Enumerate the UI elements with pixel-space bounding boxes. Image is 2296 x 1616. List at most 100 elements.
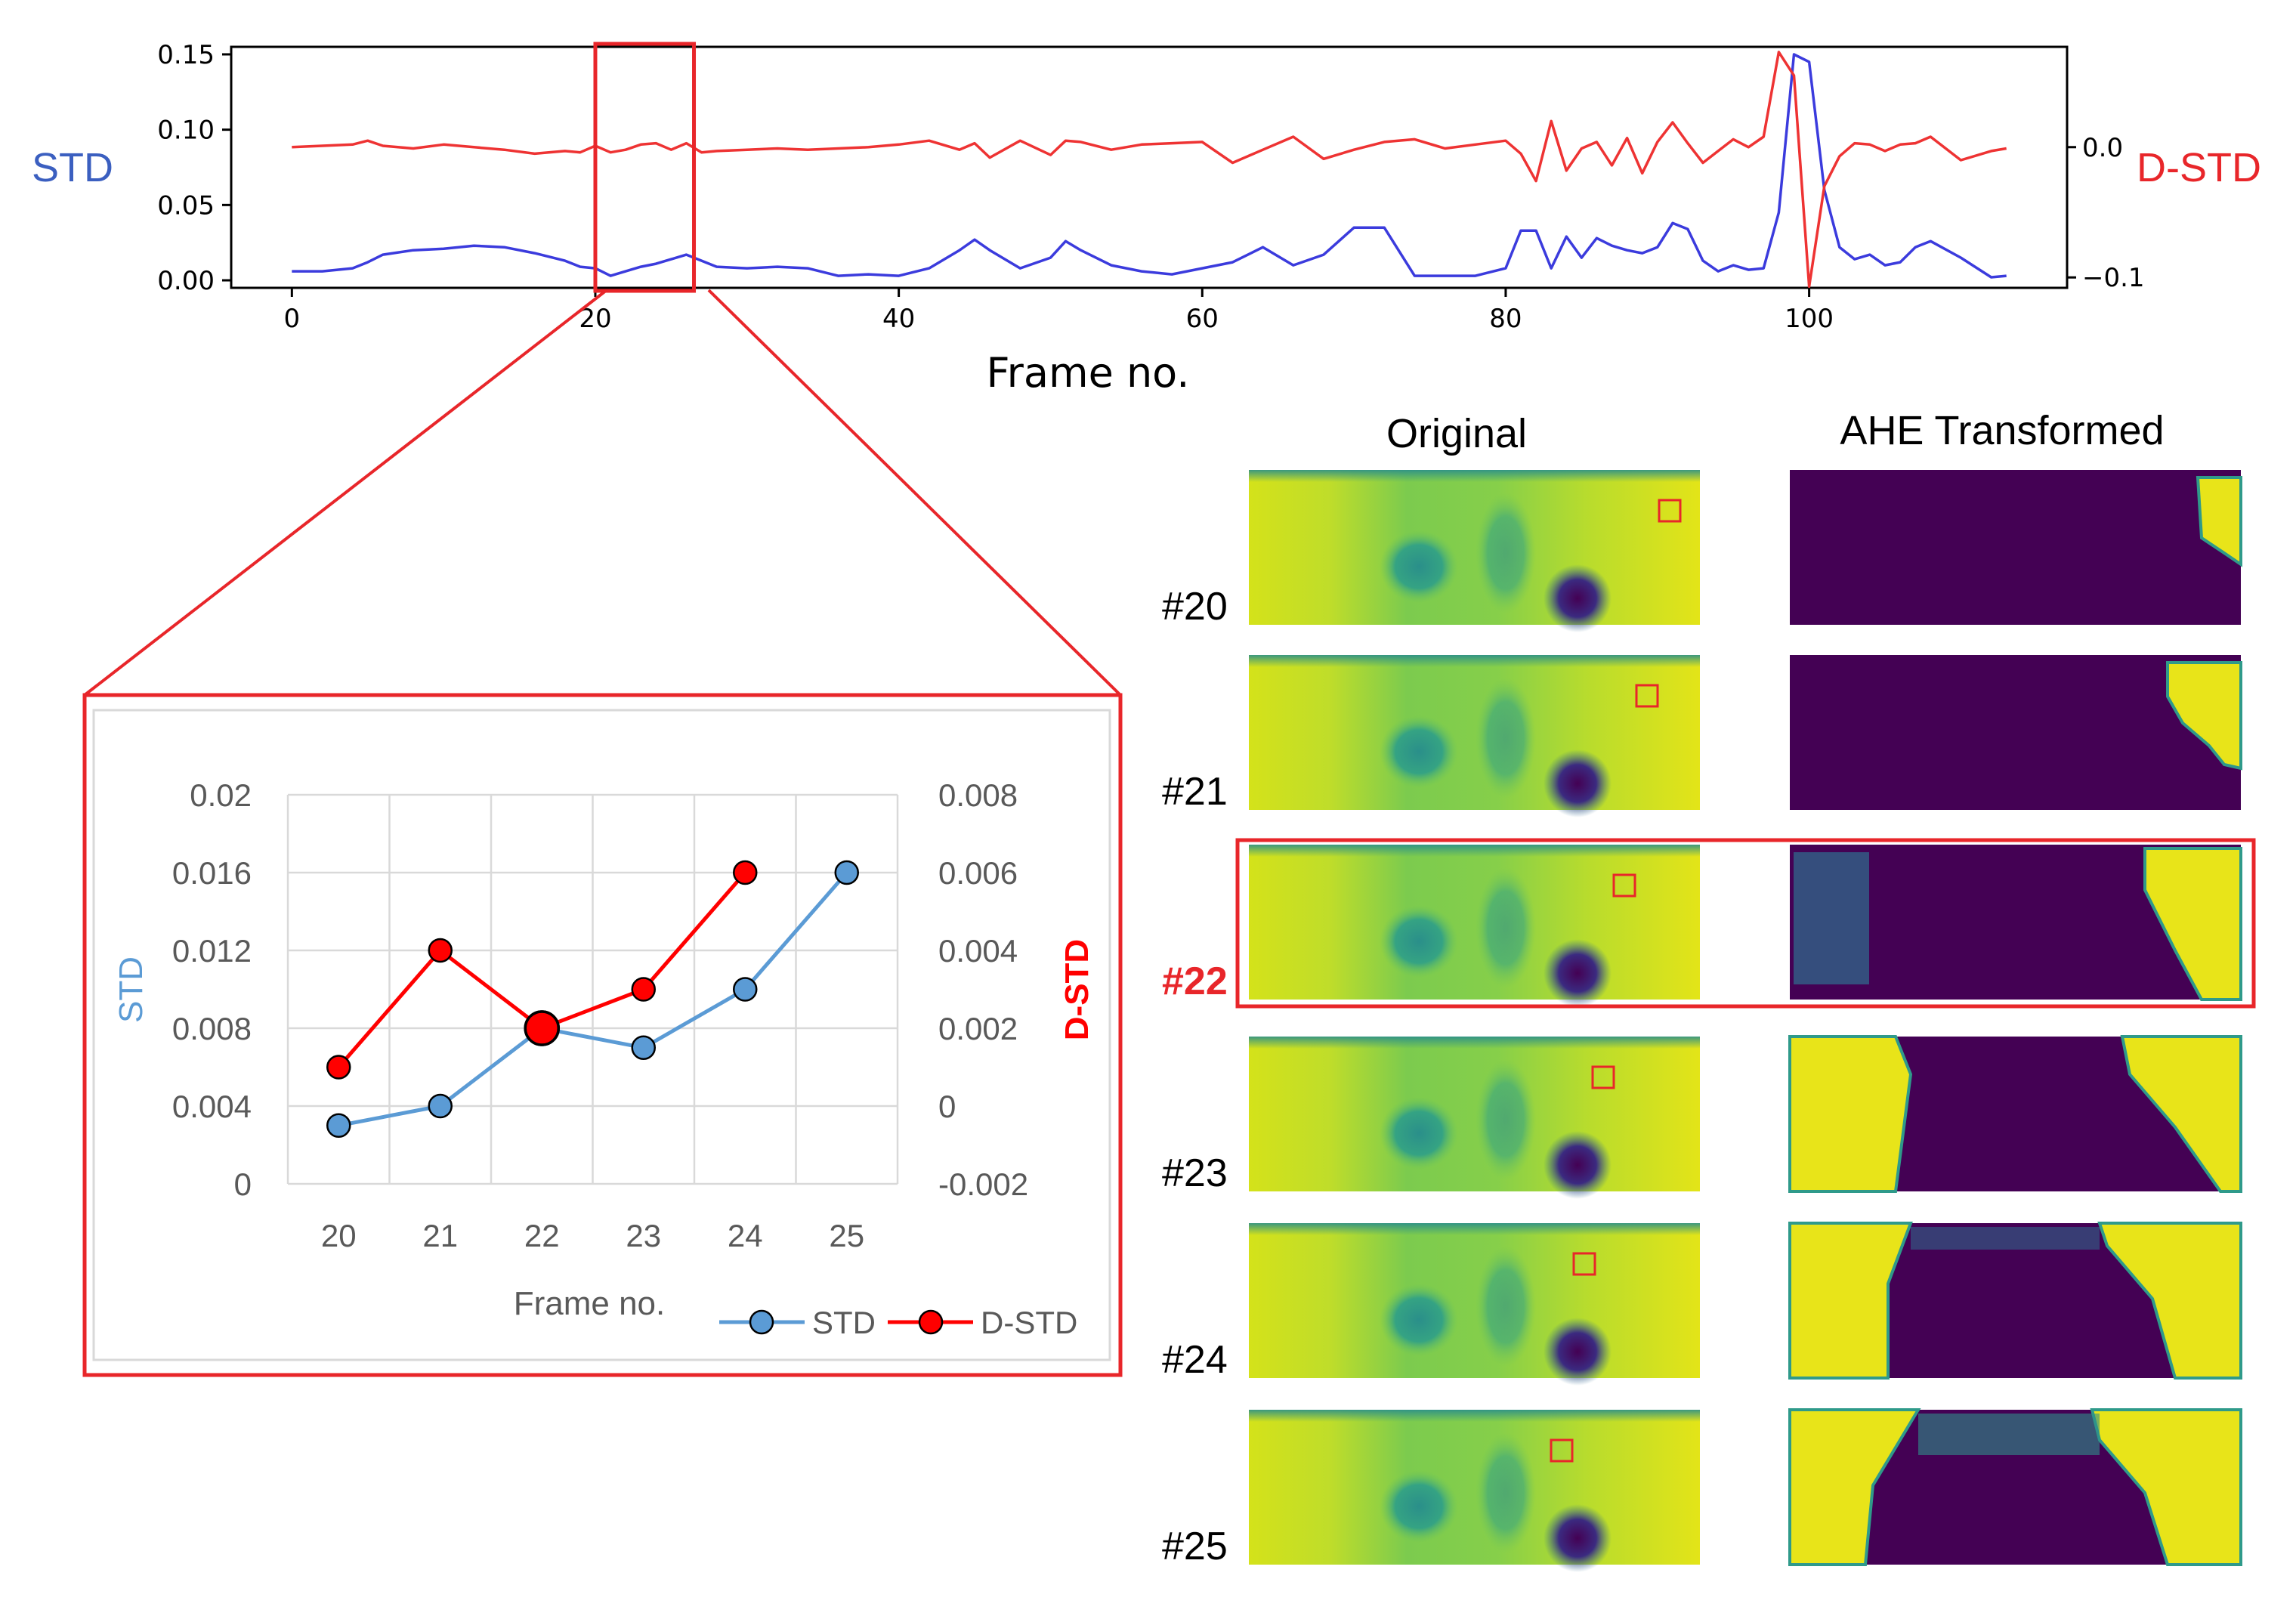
inset-chart-area — [92, 709, 1111, 1361]
ahe-bright-region — [2166, 661, 2242, 771]
original-blob-left — [1380, 1284, 1458, 1356]
frame-label: #21 — [1162, 770, 1228, 814]
inset-left-tick-label: 0.004 — [172, 1089, 252, 1124]
frame-row-23: #23 — [1162, 1035, 2242, 1199]
frame-22-highlight-box — [1235, 838, 2256, 1009]
original-blob-left — [1380, 715, 1458, 788]
inset-dstd-point-24 — [733, 860, 758, 885]
inset-std-point-20 — [326, 1113, 351, 1138]
roi-square — [1635, 684, 1659, 708]
inset-left-tick-label: 0.02 — [190, 777, 252, 813]
ahe-bright-region-right — [2120, 1035, 2242, 1193]
original-background — [1249, 1037, 1700, 1191]
ahe-bright-region-left — [1788, 1035, 1913, 1193]
ahe-background — [1790, 655, 2241, 810]
top-dstd-series-line — [292, 51, 2007, 289]
original-background — [1249, 655, 1700, 810]
frame-label: #24 — [1162, 1338, 1228, 1382]
legend-dstd-marker — [918, 1309, 944, 1335]
top-y-left-label: STD — [32, 145, 113, 190]
zoom-connector-right — [707, 289, 1122, 697]
original-image — [1249, 1223, 1700, 1386]
top-right-tick-label: 0.0 — [2082, 133, 2123, 163]
ahe-image — [1788, 1408, 2242, 1566]
inset-frame — [82, 693, 1123, 1377]
frame-row-22: #22 — [1162, 845, 2242, 1007]
legend-dstd-label: D-STD — [981, 1305, 1077, 1340]
inset-right-tick-label: -0.002 — [938, 1166, 1028, 1202]
top-plot-frame — [230, 45, 2069, 289]
inset-y-right-label: D-STD — [1058, 939, 1095, 1040]
original-blob-dark — [1544, 1504, 1612, 1572]
original-background — [1249, 1223, 1700, 1378]
top-x-axis: 0 20 40 60 80 100 — [284, 288, 1834, 334]
original-blob-left — [1380, 530, 1458, 603]
top-left-tick-label: 0.05 — [157, 190, 215, 221]
column-header-ahe: AHE Transformed — [1840, 408, 2164, 453]
inset-x-tick-label: 22 — [524, 1218, 560, 1253]
original-top-edge — [1249, 470, 1700, 482]
ahe-image — [1790, 655, 2242, 810]
original-background — [1249, 470, 1700, 625]
original-blob-dark — [1544, 1131, 1612, 1199]
top-x-tick-label: 60 — [1186, 304, 1219, 334]
ahe-bright-region-right — [2143, 847, 2242, 1001]
original-blob-mid — [1476, 678, 1536, 799]
inset-right-tick-label: 0 — [938, 1089, 956, 1124]
inset-x-tick-label: 24 — [728, 1218, 763, 1253]
inset-x-tick-label: 21 — [422, 1218, 458, 1253]
top-x-tick-label: 100 — [1785, 304, 1834, 334]
original-image — [1249, 470, 1700, 632]
inset-std-line — [338, 871, 848, 1128]
top-zoom-highlight — [593, 42, 697, 293]
top-x-tick-label: 40 — [882, 304, 915, 334]
inset-left-tick-label: 0.016 — [172, 855, 252, 891]
original-top-edge — [1249, 1410, 1700, 1422]
roi-square — [1550, 1438, 1574, 1463]
roi-square — [1612, 873, 1636, 898]
frame-label: #25 — [1162, 1525, 1228, 1568]
roi-square — [1658, 499, 1682, 523]
original-top-edge — [1249, 655, 1700, 667]
original-blob-mid — [1476, 867, 1536, 988]
original-top-edge — [1249, 1223, 1700, 1235]
ahe-bright-region — [2196, 476, 2242, 567]
top-left-tick-label: 0.00 — [157, 266, 215, 296]
frame-row-25: #25 — [1162, 1408, 2242, 1572]
roi-square — [1591, 1065, 1615, 1089]
zoom-connector-left — [83, 289, 608, 697]
inset-left-axis: 0 0.004 0.008 0.012 0.016 0.02 — [172, 777, 252, 1202]
inset-std-point-24 — [733, 977, 758, 1002]
inset-x-tick-label: 25 — [829, 1218, 864, 1253]
inset-dstd-point-23 — [631, 977, 656, 1002]
inset-right-tick-label: 0.004 — [938, 933, 1018, 969]
inset-std-point-23 — [631, 1035, 656, 1060]
ahe-bright-region-left — [1788, 1408, 1921, 1566]
frame-comparison-panel: Original AHE Transformed #20 #21 #22 #23 #24… — [1162, 408, 2256, 1572]
legend-std-marker — [749, 1309, 774, 1335]
inset-left-tick-label: 0.012 — [172, 933, 252, 969]
inset-chart: 0 0.004 0.008 0.012 0.016 0.02 -0.002 0 0.002 0.… — [82, 693, 1123, 1377]
inset-legend: STD D-STD — [719, 1305, 1077, 1340]
inset-x-tick-label: 20 — [321, 1218, 357, 1253]
inset-dstd-point-20 — [326, 1055, 351, 1080]
frame-label: #22 — [1162, 959, 1228, 1003]
original-blob-dark — [1544, 749, 1612, 817]
top-right-tick-label: −0.1 — [2082, 263, 2145, 293]
inset-std-point-21 — [428, 1093, 453, 1119]
inset-x-axis: 20 21 22 23 24 25 — [321, 1218, 864, 1253]
frame-label: #20 — [1162, 585, 1228, 629]
original-background — [1249, 845, 1700, 1000]
original-blob-left — [1380, 905, 1458, 978]
inset-dstd-point-22 — [524, 1010, 560, 1046]
inset-dstd-point-21 — [428, 938, 453, 963]
top-chart: 0.000.050.100.15 0.0−0.1 0 20 40 60 80 100 Fr… — [32, 40, 2261, 397]
top-x-tick-label: 0 — [284, 304, 301, 334]
original-blob-dark — [1544, 564, 1612, 632]
ahe-image — [1788, 1222, 2242, 1380]
inset-right-tick-label: 0.006 — [938, 855, 1018, 891]
ahe-image — [1788, 1035, 2242, 1193]
original-blob-left — [1380, 1097, 1458, 1170]
original-top-edge — [1249, 1037, 1700, 1049]
